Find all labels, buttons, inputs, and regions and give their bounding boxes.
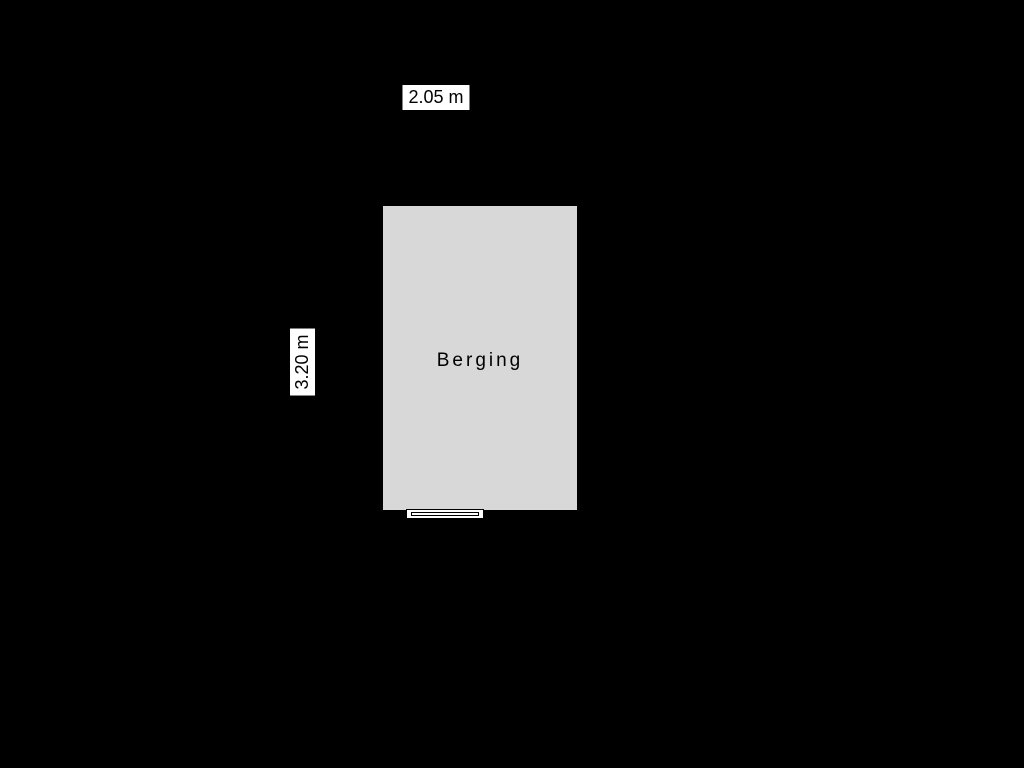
room-berging: Berging	[380, 203, 580, 513]
door-inner	[411, 512, 479, 516]
room-label: Berging	[383, 350, 577, 372]
floorplan-canvas: Berging 2.05 m 3.20 m	[0, 0, 1024, 768]
dimension-tick	[489, 90, 491, 100]
door-symbol	[406, 509, 484, 519]
dimension-width-label: 2.05 m	[402, 85, 469, 110]
dimension-tick	[381, 90, 383, 100]
dimension-height-label: 3.20 m	[290, 328, 315, 395]
